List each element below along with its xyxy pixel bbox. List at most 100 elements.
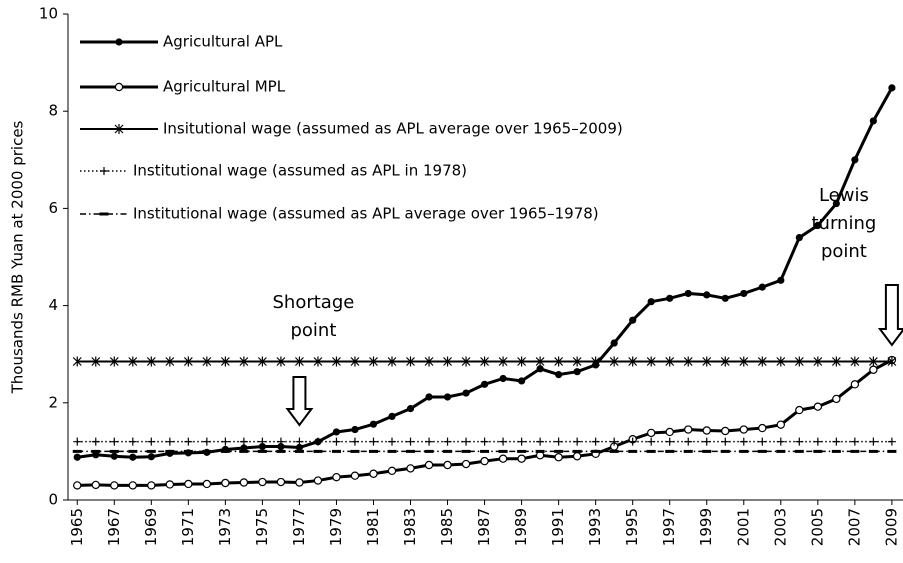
x-tick-label: 2007 — [845, 508, 863, 546]
y-tick-label: 6 — [48, 199, 58, 217]
point — [480, 437, 489, 446]
x-tick-label: 1981 — [364, 508, 382, 546]
point — [461, 356, 471, 367]
point — [887, 356, 897, 367]
x-tick-label: 2005 — [808, 508, 826, 546]
annotation: point — [290, 320, 336, 341]
point — [720, 356, 730, 367]
point — [239, 356, 249, 367]
series-line — [77, 87, 894, 459]
point — [295, 437, 304, 446]
annotation: Lewis — [819, 185, 869, 206]
point — [350, 356, 360, 367]
point — [628, 356, 638, 367]
x-tick-label: 1991 — [549, 508, 567, 546]
point — [758, 283, 766, 291]
point — [591, 437, 600, 446]
point — [684, 289, 692, 298]
x-tick-label: 1995 — [623, 508, 641, 546]
point — [684, 437, 693, 446]
point — [388, 437, 397, 446]
point — [869, 117, 877, 125]
point — [665, 356, 675, 367]
x-tick-label: 1969 — [142, 508, 160, 546]
point — [351, 425, 359, 434]
x-tick-label: 1973 — [216, 508, 234, 546]
point — [517, 454, 526, 463]
point — [221, 478, 230, 488]
point — [369, 469, 378, 478]
legend-label: Agricultural MPL — [163, 78, 286, 96]
x-tick-label: 1993 — [586, 508, 604, 546]
point — [462, 437, 471, 446]
point — [258, 437, 267, 446]
point — [147, 437, 156, 446]
y-axis-label: Thousands RMB Yuan at 2000 prices — [9, 120, 27, 394]
x-tick-label: 1985 — [438, 508, 456, 546]
point — [646, 356, 656, 367]
x-tick-label: 2001 — [734, 508, 752, 546]
point — [332, 428, 341, 436]
point — [406, 356, 415, 367]
x-tick-label: 1999 — [697, 508, 715, 546]
point — [629, 316, 637, 324]
point — [813, 356, 823, 367]
point — [739, 425, 748, 434]
point — [202, 356, 212, 367]
point — [221, 437, 230, 446]
point — [350, 471, 360, 480]
point — [128, 481, 138, 490]
x-tick-label: 1979 — [327, 508, 345, 546]
x-tick-label: 1965 — [68, 508, 86, 546]
point — [813, 437, 822, 446]
point — [740, 289, 748, 298]
point — [887, 437, 896, 446]
point — [147, 481, 156, 490]
point — [443, 460, 452, 470]
point — [794, 356, 804, 367]
point — [573, 368, 581, 376]
point — [869, 365, 878, 374]
point — [572, 452, 582, 461]
point — [258, 477, 267, 487]
x-tick-label: 1967 — [105, 508, 123, 546]
point — [128, 356, 138, 367]
point — [777, 276, 785, 284]
point — [110, 437, 119, 446]
point — [499, 374, 507, 383]
point — [795, 437, 804, 446]
point — [332, 472, 341, 482]
point — [851, 156, 859, 164]
point — [757, 356, 767, 367]
point — [129, 453, 137, 461]
point — [888, 84, 896, 92]
point — [610, 339, 618, 347]
point — [73, 437, 82, 446]
legend-marker — [115, 38, 123, 46]
point — [332, 437, 341, 446]
point — [202, 437, 211, 446]
point — [647, 298, 655, 306]
point — [517, 437, 526, 446]
point — [91, 356, 101, 367]
point — [332, 356, 341, 367]
point — [776, 420, 786, 429]
point — [369, 356, 378, 367]
x-tick-label: 1983 — [401, 508, 419, 546]
point — [276, 356, 286, 367]
point — [165, 356, 175, 367]
point — [239, 478, 249, 487]
point — [276, 437, 285, 446]
point — [572, 356, 582, 367]
point — [647, 428, 656, 438]
x-tick-label: 2003 — [771, 508, 789, 546]
point — [758, 437, 767, 446]
annotation: Shortage — [273, 292, 355, 313]
point — [721, 437, 730, 446]
point — [146, 356, 156, 367]
point — [739, 356, 749, 367]
point — [665, 427, 674, 437]
point — [73, 453, 81, 461]
